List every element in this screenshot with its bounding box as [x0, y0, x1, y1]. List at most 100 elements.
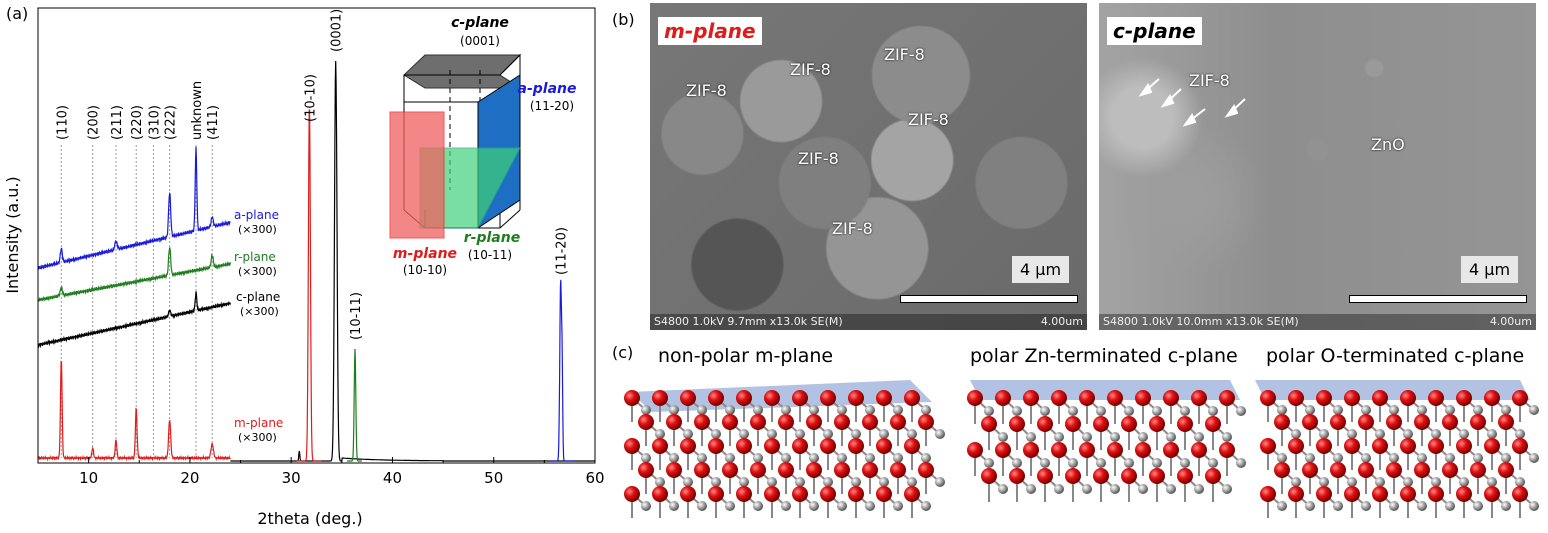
- zn-atom: [1529, 453, 1539, 463]
- o-atom: [652, 486, 668, 502]
- c-plane-face: [403, 54, 522, 89]
- scale-bar: [900, 295, 1078, 303]
- o-atom: [666, 462, 682, 478]
- x-tick-label: 20: [180, 469, 199, 487]
- o-atom: [967, 442, 983, 458]
- o-atom: [1219, 390, 1235, 406]
- o-atom: [1428, 486, 1444, 502]
- zn-atom: [1473, 405, 1483, 415]
- o-atom: [1442, 462, 1458, 478]
- o-atom: [1400, 486, 1416, 502]
- x-axis-label: 2theta (deg.): [257, 509, 362, 528]
- o-atom: [890, 462, 906, 478]
- m-plane-face: [389, 111, 445, 239]
- zn-atom: [641, 453, 651, 463]
- o-atom: [1470, 462, 1486, 478]
- o-atom: [680, 390, 696, 406]
- o-atom: [792, 486, 808, 502]
- o-atom: [1456, 486, 1472, 502]
- zn-atom: [1208, 458, 1218, 468]
- zn-atom: [1459, 477, 1469, 487]
- zn-atom: [1473, 453, 1483, 463]
- series-name: m-plane: [234, 416, 283, 430]
- zif8-label: ZIF-8: [1189, 71, 1230, 90]
- xrd-chart: 10 20 30 40 50 60 (110) (200) (211) (220) (310) (2…: [3, 7, 605, 528]
- zn-atom: [823, 429, 833, 439]
- o-atom: [862, 414, 878, 430]
- zn-atom: [1040, 406, 1050, 416]
- zn-atom: [893, 453, 903, 463]
- zno-label: ZnO: [1371, 135, 1405, 154]
- zn-atom: [1305, 501, 1315, 511]
- sem-image-m-plane: m-plane ZIF-8 ZIF-8 ZIF-8 ZIF-8 ZIF-8 ZI…: [650, 3, 1087, 330]
- o-atom: [1065, 416, 1081, 432]
- inset-a-plane-label: a-plane: [518, 81, 577, 97]
- zn-atom: [1040, 458, 1050, 468]
- o-atom: [1009, 416, 1025, 432]
- inset-r-index: (10-11): [468, 248, 512, 262]
- c-plane-curve: [37, 291, 231, 349]
- o-atom: [1288, 390, 1304, 406]
- zn-atom: [893, 501, 903, 511]
- o-atom: [1372, 438, 1388, 454]
- zn-atom: [1501, 405, 1511, 415]
- zn-atom: [879, 477, 889, 487]
- zn-atom: [1445, 405, 1455, 415]
- o-atom: [848, 486, 864, 502]
- zif8-label: ZIF-8: [790, 60, 831, 79]
- zn-atom: [998, 432, 1008, 442]
- series-scale: (×300): [238, 265, 277, 278]
- peak-label: (310): [147, 105, 162, 140]
- o-atom: [1079, 390, 1095, 406]
- o-atom: [1177, 416, 1193, 432]
- o-atom: [1274, 414, 1290, 430]
- o-atom: [918, 462, 934, 478]
- zn-atom: [837, 405, 847, 415]
- o-atom: [1456, 390, 1472, 406]
- crystal-inset: c-plane (0001) a-plane (11-20) m-plane (…: [389, 15, 577, 277]
- zn-atom: [1417, 501, 1427, 511]
- o-atom: [764, 486, 780, 502]
- zn-atom: [1096, 458, 1106, 468]
- sem-m-plane-tag: m-plane: [658, 17, 762, 45]
- zn-atom: [984, 458, 994, 468]
- o-atom: [1260, 486, 1276, 502]
- o-atom: [1065, 468, 1081, 484]
- o-atom: [694, 462, 710, 478]
- o-atom: [1484, 438, 1500, 454]
- o-atom: [652, 390, 668, 406]
- o-atom: [1372, 486, 1388, 502]
- o-atom: [1107, 442, 1123, 458]
- inset-c-plane-label: c-plane: [451, 15, 509, 31]
- o-atom: [750, 414, 766, 430]
- o-atom: [764, 390, 780, 406]
- zn-atom: [1347, 477, 1357, 487]
- r-plane-curve: [37, 247, 231, 302]
- zn-atom: [1194, 432, 1204, 442]
- o-atom: [638, 414, 654, 430]
- o-atom: [652, 438, 668, 454]
- o-atom: [792, 438, 808, 454]
- o-atom: [834, 414, 850, 430]
- o-atom: [1107, 390, 1123, 406]
- o-atom: [680, 438, 696, 454]
- zn-atom: [1291, 477, 1301, 487]
- zn-atom: [809, 405, 819, 415]
- zn-atom: [1180, 458, 1190, 468]
- zn-atom: [1445, 453, 1455, 463]
- crystal-title-zn: polar Zn-terminated c-plane: [970, 345, 1238, 367]
- o-atom: [1330, 462, 1346, 478]
- o-atom: [876, 486, 892, 502]
- zn-atom: [711, 477, 721, 487]
- x-tick-label: 10: [79, 469, 98, 487]
- zn-atom: [767, 477, 777, 487]
- panel-label-b: (b): [612, 10, 635, 29]
- zn-atom: [837, 501, 847, 511]
- sem-c-plane-tag: c-plane: [1107, 17, 1202, 45]
- o-atom: [1177, 468, 1193, 484]
- zn-atom: [1445, 501, 1455, 511]
- zn-atom: [739, 477, 749, 487]
- o-atom: [1456, 438, 1472, 454]
- o-atom: [1288, 486, 1304, 502]
- x-tick-label: 30: [282, 469, 301, 487]
